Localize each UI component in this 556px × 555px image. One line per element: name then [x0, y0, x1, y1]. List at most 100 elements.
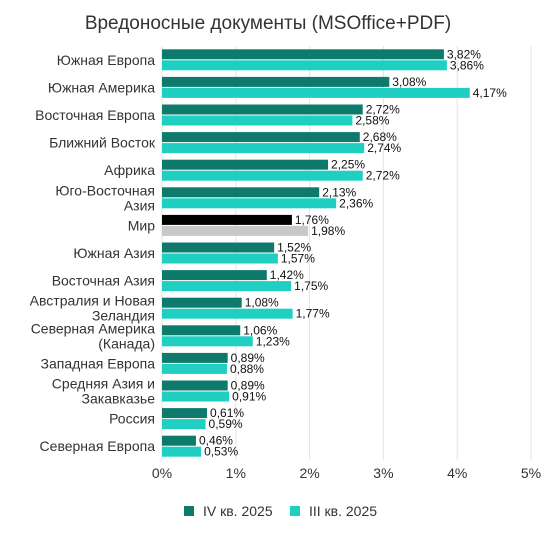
- category-label: Россия: [109, 411, 155, 427]
- value-label: 1,08%: [245, 296, 279, 310]
- value-label: 3,82%: [447, 47, 481, 61]
- value-label: 1,75%: [294, 279, 328, 293]
- value-label: 0,89%: [231, 379, 265, 393]
- category-label: Средняя Азия и Закавказье: [52, 376, 155, 407]
- bar-q3-2025: [162, 115, 353, 126]
- x-axis-ticks: 0% 1% 2% 3% 4% 5%: [152, 465, 541, 481]
- category-label: Восточная Азия: [52, 273, 155, 289]
- category-label-line: Восточная Азия: [52, 273, 155, 289]
- category-label-line: Россия: [109, 411, 155, 427]
- value-label: 2,72%: [366, 169, 400, 183]
- value-label: 0,88%: [230, 362, 264, 376]
- x-tick-label: 3%: [373, 465, 393, 481]
- value-label: 0,91%: [232, 390, 266, 404]
- category-label: Ближний Восток: [49, 135, 156, 151]
- bar-q4-2025: [162, 159, 329, 170]
- bar-q3-2025: [162, 363, 227, 374]
- value-label: 3,08%: [392, 75, 426, 89]
- bar-q3-2025: [162, 281, 292, 292]
- bar-q4-2025: [162, 76, 390, 87]
- value-label: 1,06%: [243, 323, 277, 337]
- category-label-line: Африка: [104, 162, 155, 178]
- value-label: 1,77%: [296, 307, 330, 321]
- bar-q4-2025: [162, 408, 208, 419]
- bar-q3-2025: [162, 87, 470, 98]
- category-label: Мир: [128, 217, 155, 233]
- category-label-line: Южная Азия: [73, 245, 155, 261]
- bar-q4-2025: [162, 132, 360, 143]
- value-label: 4,17%: [473, 86, 507, 100]
- value-label: 0,59%: [209, 417, 243, 431]
- value-labels: 3,82%3,86% 3,08% 4,17% 2,72% 2,58% 2,68%2,74%…: [199, 47, 507, 458]
- value-label: 2,68%: [363, 130, 397, 144]
- chart-title: Вредоносные документы (MSOffice+PDF): [85, 13, 451, 34]
- category-label-line: Мир: [128, 217, 155, 233]
- bar-q4-2025: [162, 270, 267, 281]
- legend-label-q3: III кв. 2025: [309, 503, 377, 519]
- category-label: Северная Европа: [40, 438, 156, 454]
- legend-label-q4: IV кв. 2025: [203, 503, 273, 519]
- x-tick-label: 5%: [521, 465, 541, 481]
- category-label: Южная Европа: [57, 52, 155, 68]
- category-label: Южная Америка: [48, 79, 155, 95]
- bar-q4-2025: [162, 187, 320, 198]
- bar-q3-2025: [162, 143, 365, 154]
- value-label: 2,74%: [367, 141, 401, 155]
- x-tick-label: 0%: [152, 465, 172, 481]
- bars: [162, 49, 470, 457]
- bar-q4-2025: [162, 380, 228, 391]
- value-label: 1,42%: [270, 268, 304, 282]
- value-label: 3,86%: [450, 58, 484, 72]
- bar-q4-2025: [162, 435, 196, 446]
- category-label: Австралия и Новая Зеландия: [30, 293, 155, 324]
- value-label: 1,23%: [256, 334, 290, 348]
- gridlines: [161, 46, 532, 460]
- x-tick-label: 1%: [226, 465, 246, 481]
- bar-q4-2025: [162, 104, 363, 115]
- category-label-line: Ближний Восток: [49, 135, 156, 151]
- bar-q3-2025: [162, 308, 293, 319]
- bar-q3-2025: [162, 446, 202, 457]
- value-label: 2,58%: [355, 114, 389, 128]
- category-label-line: Средняя Азия и: [52, 376, 155, 392]
- x-tick-label: 2%: [299, 465, 319, 481]
- category-label-line: Зеландия: [92, 308, 155, 324]
- legend-swatch-q3: [290, 506, 300, 516]
- value-label: 2,25%: [331, 158, 365, 172]
- value-label: 1,76%: [295, 213, 329, 227]
- category-label-line: Юго-Восточная: [55, 182, 155, 198]
- bar-q4-2025: [162, 242, 275, 253]
- bar-q4-2025: [162, 352, 228, 363]
- category-label: Южная Азия: [73, 245, 155, 261]
- legend-swatch-q4: [184, 506, 194, 516]
- value-label: 0,61%: [210, 406, 244, 420]
- category-label-line: Закавказье: [82, 391, 156, 407]
- category-label: Юго-Восточная Азия: [55, 182, 155, 213]
- category-label-line: Северная Европа: [40, 438, 156, 454]
- value-label: 0,89%: [231, 351, 265, 365]
- bar-q3-2025: [162, 391, 230, 402]
- category-label-line: Южная Америка: [48, 79, 155, 95]
- category-label: Северная Америка (Канада): [31, 320, 156, 351]
- category-label: Восточная Европа: [35, 107, 155, 123]
- category-label-line: Северная Америка: [31, 320, 156, 336]
- bar-q3-2025: [162, 60, 447, 71]
- category-label-line: Восточная Европа: [35, 107, 155, 123]
- category-label-line: Австралия и Новая: [30, 293, 155, 309]
- value-label: 2,13%: [322, 185, 356, 199]
- bar-q4-2025: [162, 49, 444, 60]
- x-tick-label: 4%: [447, 465, 467, 481]
- value-label: 2,36%: [339, 196, 373, 210]
- category-label: Западная Европа: [41, 355, 156, 371]
- category-label-line: Азия: [124, 197, 155, 213]
- legend: IV кв. 2025 III кв. 2025: [184, 503, 377, 519]
- bar-q4-2025: [162, 325, 241, 336]
- bar-q3-2025: [162, 419, 206, 430]
- bar-q3-2025: [162, 336, 253, 347]
- bar-q4-2025: [162, 214, 292, 225]
- value-label: 0,53%: [204, 445, 238, 459]
- category-labels: Южная Европа Южная Америка Восточная Европ…: [30, 52, 156, 454]
- bar-q3-2025: [162, 170, 363, 181]
- category-label-line: Южная Европа: [57, 52, 155, 68]
